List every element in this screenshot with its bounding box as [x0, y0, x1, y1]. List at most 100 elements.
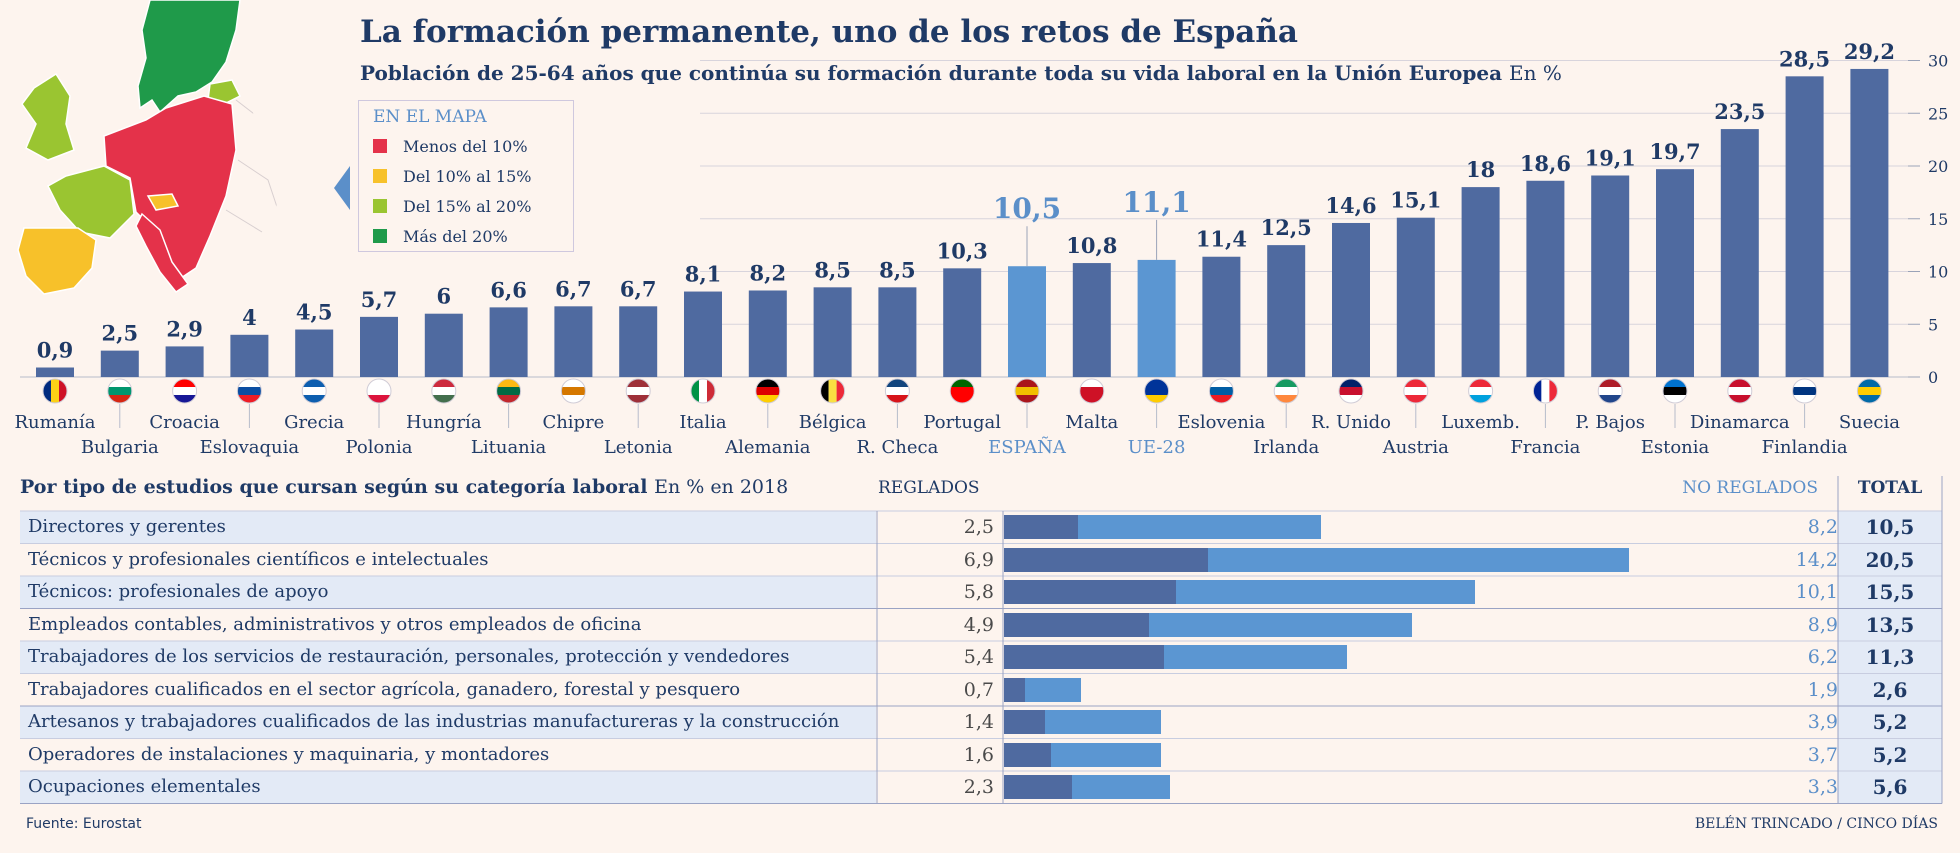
page-subtitle: Población de 25-64 años que continúa su …: [360, 61, 1562, 85]
table-row: Trabajadores cualificados en el sector a…: [20, 675, 1942, 707]
row-no-reglados-value: 10,1: [1795, 581, 1838, 603]
row-shade: [20, 641, 876, 674]
category-label: Bulgaria: [81, 437, 159, 458]
row-shade: [20, 576, 876, 609]
row-category: Artesanos y trabajadores cualificados de…: [28, 711, 840, 732]
subtitle-unit: En %: [1509, 61, 1562, 85]
category-label: Austria: [1382, 437, 1449, 458]
flag-icon: [1079, 378, 1105, 404]
category-label: Bélgica: [799, 412, 867, 433]
row-no-reglados-value: 3,7: [1807, 743, 1838, 766]
bar: [813, 287, 852, 377]
bar-chart: 0 5 10 15 20 25 30 0,9 Rumanía 2,5 Bulgaria 2,9 Croa…: [14, 39, 1948, 458]
category-label: Chipre: [542, 412, 604, 433]
legend-swatch: [373, 229, 387, 243]
value-label: 4,5: [296, 300, 333, 325]
row-category: Empleados contables, administrativos y o…: [28, 613, 642, 635]
table-row: Técnicos y profesionales científicos e i…: [20, 545, 1942, 577]
map-scandinavia: [137, 0, 241, 114]
flag-icon: [884, 378, 910, 404]
legend-label: Menos del 10%: [403, 137, 528, 156]
y-tick-label: 20: [1928, 157, 1948, 176]
bar: [943, 268, 982, 377]
row-reglados-value: 1,4: [963, 711, 994, 733]
legend-item: Más del 20%: [373, 227, 508, 246]
row-no-reglados-value: 8,2: [1807, 516, 1838, 538]
bar-no-reglados: [1024, 677, 1081, 702]
bar-reglados: [1004, 580, 1176, 604]
bar-reglados: [1004, 742, 1052, 767]
bar-no-reglados: [1072, 775, 1170, 799]
bar: [748, 290, 787, 377]
row-category: Trabajadores de los servicios de restaur…: [28, 646, 790, 667]
value-label: 12,5: [1261, 215, 1312, 240]
category-label: R. Checa: [856, 437, 938, 458]
bar-reglados: [1004, 547, 1209, 572]
row-shade: [20, 511, 876, 544]
legend-label: Del 10% al 15%: [403, 167, 532, 186]
value-label: 23,5: [1714, 99, 1765, 124]
value-label: 18,6: [1520, 151, 1571, 176]
row-total-value: 10,5: [1865, 515, 1915, 539]
bar-no-reglados: [1078, 515, 1321, 539]
row-reglados-value: 1,6: [963, 743, 994, 766]
value-label: 2,9: [166, 316, 203, 341]
flag-icon: [301, 378, 327, 404]
row-category: Operadores de instalaciones y maquinaria…: [28, 743, 550, 765]
flag-icon: [172, 378, 198, 404]
value-label: 8,5: [879, 257, 916, 282]
category-label: R. Unido: [1311, 412, 1391, 433]
map-france: [47, 165, 135, 239]
bar: [1267, 245, 1306, 377]
bar: [36, 367, 74, 377]
row-total-value: 5,6: [1872, 775, 1908, 799]
flag-icon: [236, 378, 262, 404]
row-total-value: 5,2: [1872, 742, 1908, 767]
flag-icon: [1727, 378, 1753, 404]
bar-no-reglados: [1175, 580, 1475, 604]
row-reglados-value: 2,5: [963, 516, 994, 538]
bar-reglados: [1004, 612, 1150, 637]
category-label: Letonia: [604, 437, 673, 458]
bar: [1008, 266, 1046, 377]
bar-reglados: [1004, 775, 1073, 799]
table-row: Artesanos y trabajadores cualificados de…: [20, 707, 1942, 739]
header-no-reglados: NO REGLADOS: [1682, 478, 1818, 498]
table-row: Trabajadores de los servicios de restaur…: [20, 642, 1942, 674]
map-italy: [135, 212, 190, 294]
flag-icon: [1144, 378, 1170, 404]
flag-icon: [107, 378, 133, 404]
value-label: 4: [242, 305, 257, 330]
row-category: Técnicos: profesionales de apoyo: [28, 581, 329, 602]
flag-icon: [1532, 378, 1558, 404]
row-no-reglados-value: 6,2: [1807, 646, 1838, 668]
value-label: 5,7: [361, 287, 398, 312]
bar: [489, 307, 528, 377]
flag-icon: [1014, 378, 1040, 404]
row-reglados-value: 6,9: [963, 548, 994, 571]
bar: [424, 313, 463, 377]
flag-icon: [1468, 378, 1494, 404]
bar: [360, 316, 398, 377]
value-label: 11,1: [1122, 186, 1190, 219]
bar: [1785, 76, 1824, 377]
row-total-value: 2,6: [1872, 677, 1908, 702]
value-label: 6,6: [490, 277, 527, 302]
map-edge: [240, 0, 300, 300]
flag-icon: [820, 378, 846, 404]
category-label: Suecia: [1839, 412, 1900, 433]
flag-icon: [496, 378, 522, 404]
page-title: La formación permanente, uno de los reto…: [360, 14, 1299, 50]
row-total-value: 13,5: [1865, 612, 1915, 637]
flag-icon: [1273, 378, 1299, 404]
category-label: P. Bajos: [1575, 412, 1645, 433]
row-category: Directores y gerentes: [28, 516, 226, 537]
bar: [1526, 180, 1565, 377]
y-tick-label: 10: [1928, 263, 1948, 282]
flag-icon: [625, 378, 651, 404]
value-label: 6: [436, 284, 451, 309]
bar: [1591, 175, 1630, 377]
row-reglados-value: 0,7: [963, 678, 994, 701]
bar-no-reglados: [1051, 742, 1161, 767]
